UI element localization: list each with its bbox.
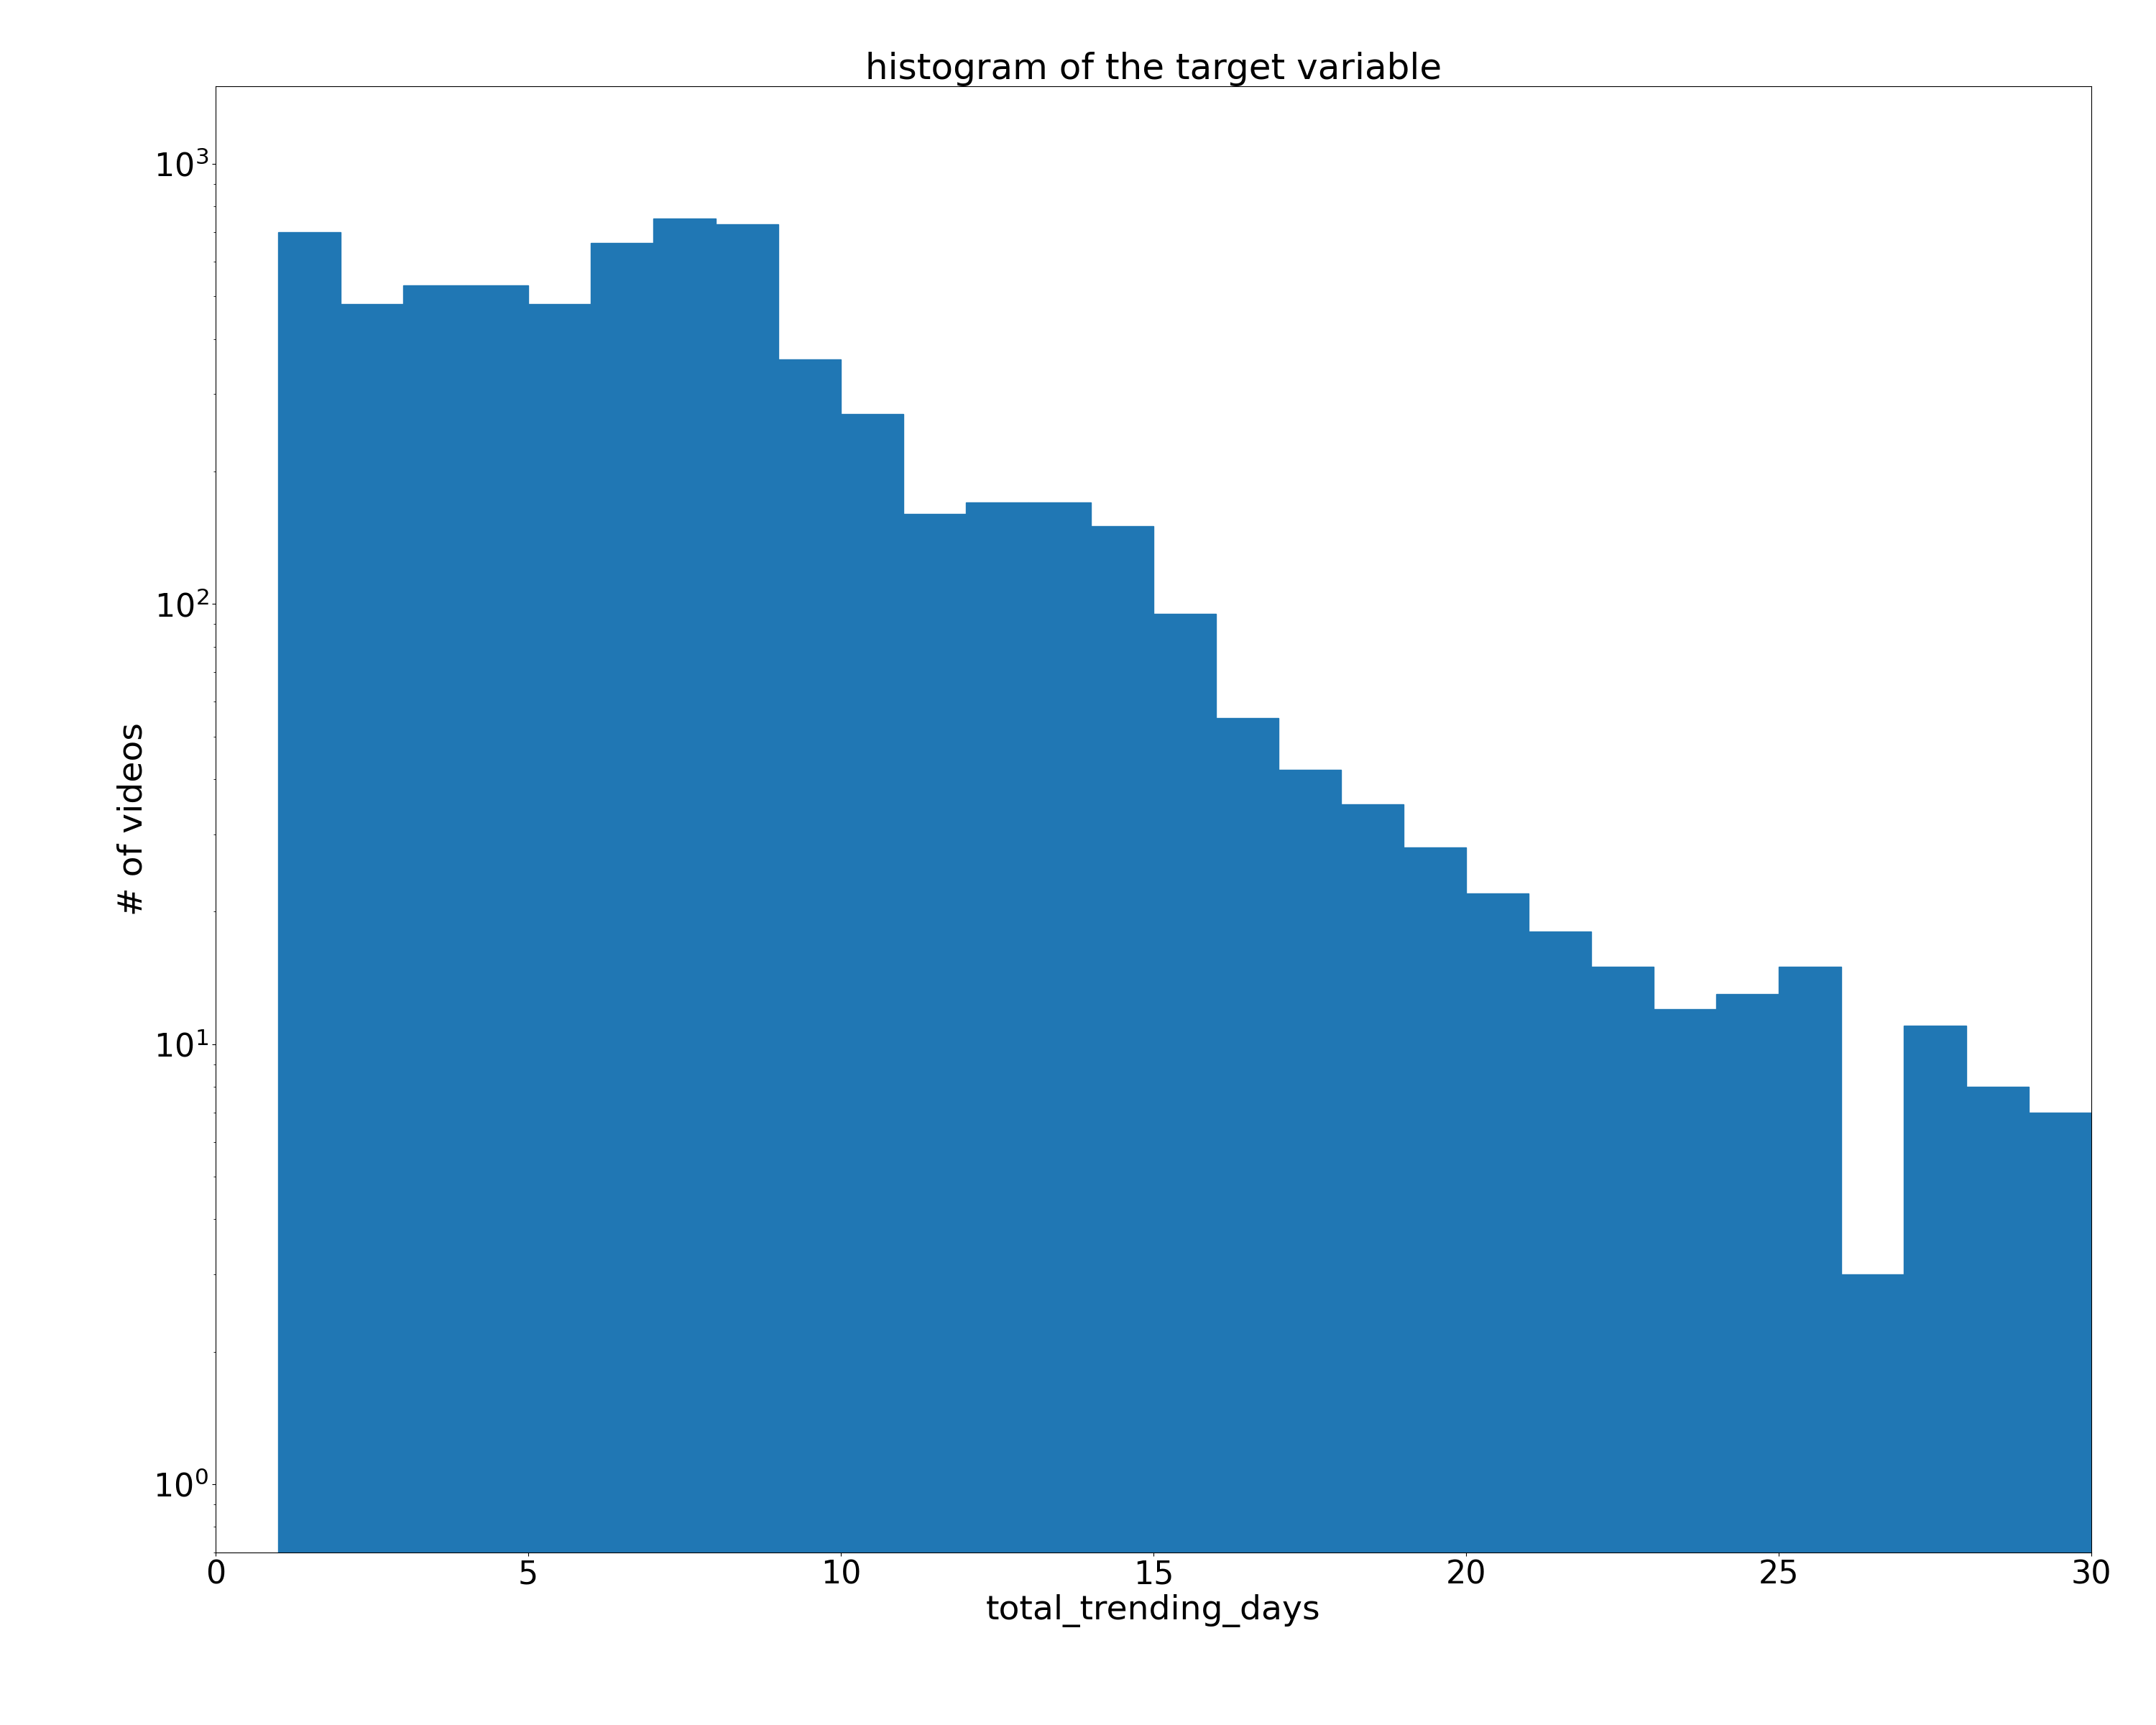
Bar	[1779, 966, 1841, 1725]
Bar	[1904, 1026, 1966, 1725]
Bar	[1216, 718, 1279, 1725]
Bar	[1404, 847, 1466, 1725]
Bar	[341, 304, 403, 1725]
Bar	[403, 285, 466, 1725]
Bar	[1466, 894, 1529, 1725]
Bar	[278, 231, 341, 1725]
Bar	[1028, 502, 1091, 1725]
Bar	[591, 243, 653, 1725]
Bar	[2029, 1113, 2091, 1725]
Bar	[716, 224, 778, 1725]
Bar	[1841, 1275, 1904, 1725]
Bar	[528, 304, 591, 1725]
X-axis label: total_trending_days: total_trending_days	[985, 1594, 1322, 1627]
Bar	[466, 285, 528, 1725]
Y-axis label: # of videos: # of videos	[116, 723, 149, 916]
Bar	[1591, 966, 1654, 1725]
Bar	[778, 359, 841, 1725]
Bar	[1654, 1009, 1716, 1725]
Bar	[1529, 932, 1591, 1725]
Bar	[653, 219, 716, 1725]
Bar	[1716, 994, 1779, 1725]
Bar	[2091, 1484, 2154, 1725]
Bar	[841, 414, 903, 1725]
Bar	[903, 514, 966, 1725]
Bar	[1279, 769, 1341, 1725]
Bar	[966, 502, 1028, 1725]
Bar	[1341, 804, 1404, 1725]
Title: histogram of the target variable: histogram of the target variable	[865, 52, 1442, 86]
Bar	[1153, 614, 1216, 1725]
Bar	[1966, 1087, 2029, 1725]
Bar	[1091, 526, 1153, 1725]
